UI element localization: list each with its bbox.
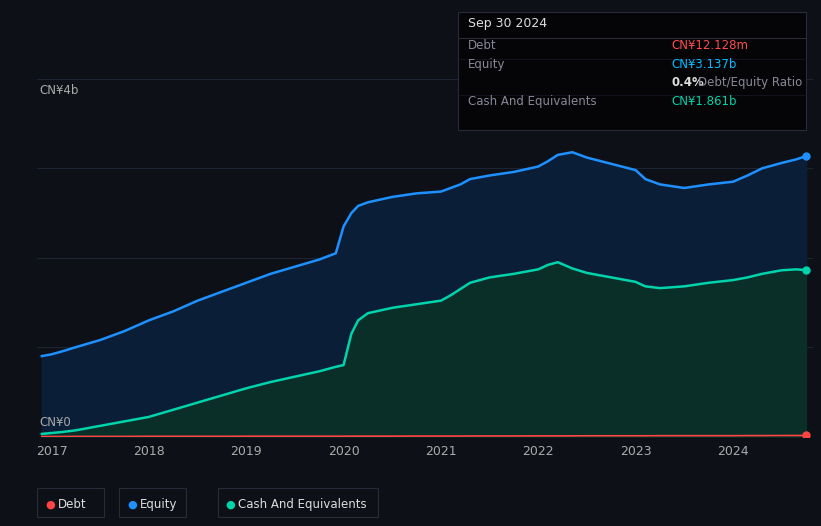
Text: Cash And Equivalents: Cash And Equivalents: [468, 95, 597, 108]
Text: CN¥0: CN¥0: [39, 417, 71, 429]
Text: Debt: Debt: [468, 39, 497, 53]
Text: Cash And Equivalents: Cash And Equivalents: [238, 498, 367, 511]
Text: Equity: Equity: [468, 58, 506, 72]
Text: Debt/Equity Ratio: Debt/Equity Ratio: [698, 76, 802, 89]
Text: ●: ●: [226, 499, 236, 510]
Text: CN¥12.128m: CN¥12.128m: [672, 39, 749, 53]
Text: Sep 30 2024: Sep 30 2024: [468, 17, 547, 31]
Text: Debt: Debt: [57, 498, 86, 511]
Text: 0.4%: 0.4%: [672, 76, 704, 89]
Text: Equity: Equity: [140, 498, 177, 511]
Text: ●: ●: [127, 499, 137, 510]
Text: CN¥3.137b: CN¥3.137b: [672, 58, 737, 72]
Text: CN¥1.861b: CN¥1.861b: [672, 95, 737, 108]
Text: ●: ●: [45, 499, 55, 510]
Text: CN¥4b: CN¥4b: [39, 84, 79, 97]
